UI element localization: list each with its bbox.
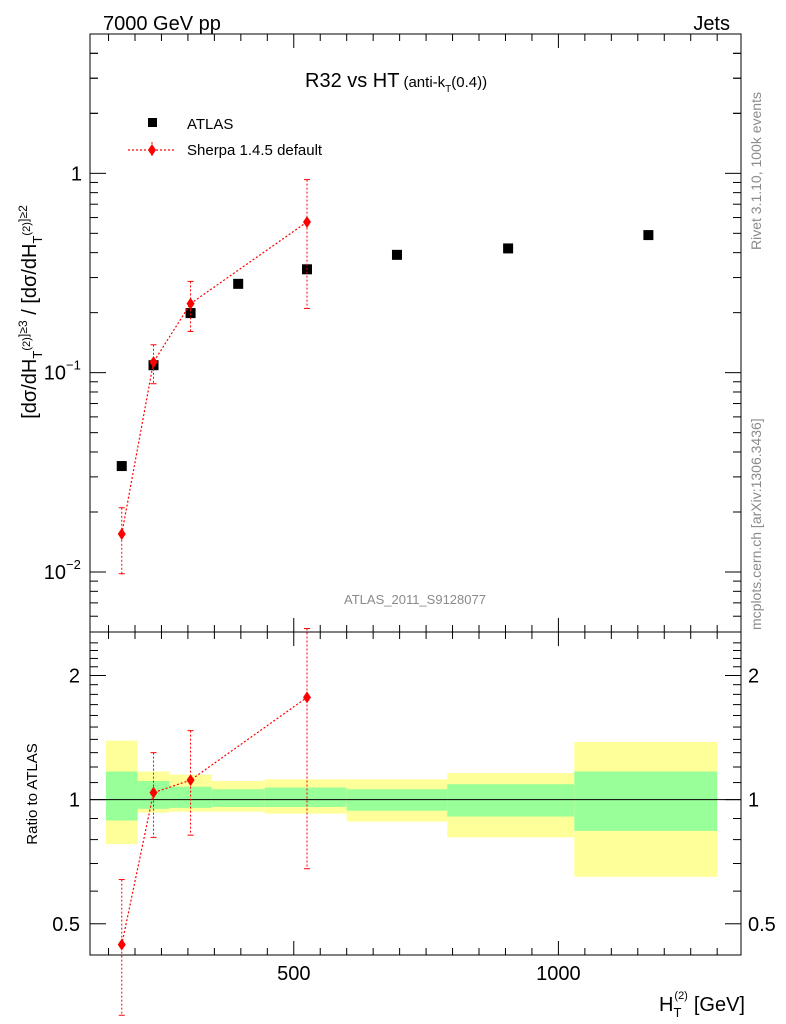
mcplots-label: mcplots.cern.ch [arXiv:1306.3436] [748, 418, 764, 630]
sherpa-ratio-line [121, 696, 308, 945]
sherpa-top-point-3 [303, 215, 311, 228]
ratio-y-tick-label-left-2: 2 [69, 666, 80, 688]
atlas-point-7 [643, 230, 654, 241]
atlas-point-2 [185, 308, 196, 319]
top-y-tick-label-0: 1 [71, 163, 82, 185]
ratio-y-axis-label: Ratio to ATLAS [24, 743, 41, 844]
header-right: Jets [693, 13, 730, 35]
header-left: 7000 GeV pp [103, 13, 221, 35]
atlas-point-0 [116, 461, 127, 472]
ratio-stat-band-6 [447, 784, 575, 817]
ratio-stat-band-2 [169, 786, 212, 808]
sherpa-top-point-0 [117, 528, 126, 541]
top-y-tick-label-1: 10 [44, 363, 66, 385]
ratio-y-tick-label-right-2: 2 [748, 666, 759, 688]
x-tick-label-1: 1000 [536, 963, 581, 985]
ratio-panel-frame [89, 631, 742, 956]
x-tick-label-0: 500 [277, 963, 310, 985]
sherpa-ratio-point-3 [303, 691, 311, 704]
sherpa-ratio-point-0 [117, 938, 126, 951]
ratio-y-tick-label-left-1: 1 [69, 790, 80, 812]
atlas-point-3 [233, 278, 244, 289]
ratio-y-tick-label-left-0: 0.5 [52, 914, 80, 936]
top-y-tick-exp-2: −2 [66, 557, 81, 572]
top-y-axis-label: [dσ/dHT(2)]≥3 / [dσ/dHT(2)]≥2 [16, 205, 45, 419]
top-y-tick-exp-1: −1 [66, 358, 81, 373]
ratio-y-tick-label-right-1: 1 [748, 790, 759, 812]
sherpa-top-line [121, 221, 308, 535]
ratio-stat-band-4 [264, 787, 347, 807]
ratio-bands [105, 740, 718, 877]
ratio-stat-band-3 [211, 789, 265, 807]
sherpa-ratio-point-2 [186, 774, 195, 787]
legend-sherpa-label: Sherpa 1.4.5 default [187, 142, 323, 159]
ratio-stat-band-7 [574, 771, 718, 831]
legend-atlas-marker [148, 118, 157, 127]
rivet-label: Rivet 3.1.10, 100k events [748, 92, 764, 250]
marks [116, 179, 654, 1016]
ratio-stat-band-0 [105, 771, 138, 821]
atlas-point-5 [391, 249, 402, 260]
x-axis-label: HT(2) [GeV] [659, 990, 745, 1020]
legend-sherpa-marker [148, 144, 156, 156]
watermark: ATLAS_2011_S9128077 [344, 592, 486, 607]
atlas-point-6 [503, 243, 514, 254]
top-y-tick-label-2: 10 [44, 562, 66, 584]
sherpa-top-point-2 [186, 297, 195, 310]
sherpa-ratio-point-1 [149, 786, 158, 799]
sherpa-top-point-1 [149, 356, 158, 369]
ratio-y-tick-label-right-0: 0.5 [748, 914, 776, 936]
chart-title: R32 vs HT (anti-kT(0.4)) [305, 70, 487, 95]
legend-atlas-label: ATLAS [187, 116, 233, 133]
